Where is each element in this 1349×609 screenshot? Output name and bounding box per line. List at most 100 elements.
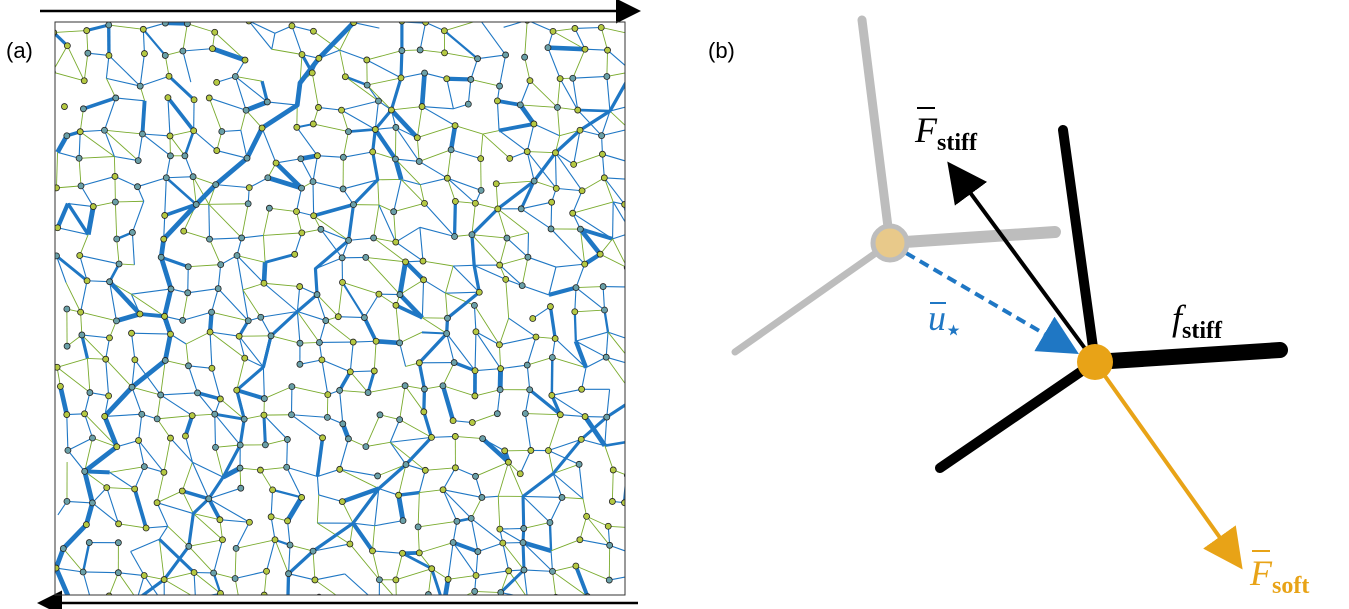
particle: [242, 106, 250, 114]
particle: [581, 45, 589, 53]
bond: [140, 75, 170, 87]
particle: [371, 126, 379, 133]
bond: [522, 542, 553, 572]
bond: [416, 106, 423, 138]
bond: [477, 542, 504, 553]
bond: [118, 572, 145, 577]
bond: [285, 496, 304, 523]
bond: [365, 414, 381, 447]
particle: [131, 356, 139, 364]
bond: [274, 539, 289, 574]
bond: [520, 208, 552, 230]
particle: [113, 317, 120, 325]
particle: [77, 308, 84, 316]
bond: [245, 109, 263, 129]
bond: [263, 235, 266, 263]
bond: [399, 419, 432, 438]
bond: [395, 126, 418, 139]
particle: [345, 435, 352, 443]
bond: [115, 97, 145, 102]
particle: [86, 389, 94, 396]
bond: [264, 252, 296, 264]
particle: [167, 152, 174, 160]
bond: [362, 316, 378, 343]
bond: [395, 158, 421, 185]
bond: [84, 413, 94, 439]
bond: [503, 22, 524, 28]
bond: [56, 366, 91, 393]
bond: [209, 331, 246, 359]
bond: [526, 365, 531, 390]
bond: [447, 177, 482, 191]
bond: [85, 206, 96, 236]
particle: [576, 126, 584, 134]
particle: [599, 283, 607, 290]
particle: [635, 437, 641, 443]
bond: [160, 360, 166, 396]
particle: [80, 77, 88, 85]
bond: [575, 565, 610, 581]
bond: [116, 238, 120, 265]
bond: [193, 513, 221, 521]
bond: [238, 336, 246, 359]
bond: [271, 33, 276, 50]
bond: [418, 520, 457, 528]
bond: [474, 590, 501, 593]
bond: [249, 22, 276, 34]
bond: [193, 572, 196, 595]
bond: [240, 110, 247, 131]
bond: [480, 22, 507, 56]
particle: [192, 201, 200, 208]
bond: [497, 496, 501, 530]
particle: [76, 128, 84, 136]
bond: [104, 129, 143, 135]
bond: [419, 227, 424, 262]
particle: [464, 100, 472, 108]
bond: [291, 414, 323, 439]
bond: [399, 279, 424, 295]
bond: [366, 59, 402, 79]
particle: [546, 519, 554, 526]
bond: [55, 255, 67, 283]
bond: [134, 466, 145, 490]
particle: [83, 27, 91, 34]
bond: [87, 280, 110, 283]
particle: [547, 225, 555, 233]
particle: [451, 433, 459, 440]
particle: [283, 463, 291, 471]
particle: [63, 497, 71, 505]
particle: [393, 596, 399, 602]
particle: [208, 364, 216, 372]
bond: [260, 466, 287, 471]
bond: [372, 525, 376, 551]
particle: [336, 387, 344, 394]
particle: [413, 134, 421, 142]
particle: [78, 331, 86, 339]
bond: [316, 494, 320, 524]
bond: [170, 437, 193, 463]
particle: [374, 472, 382, 480]
bond: [80, 280, 88, 313]
particle: [416, 46, 424, 54]
bond: [187, 23, 215, 33]
bond: [443, 29, 479, 60]
particle: [547, 303, 554, 310]
particle: [631, 551, 637, 557]
bond: [142, 29, 146, 54]
bond: [188, 545, 214, 574]
particle: [399, 517, 407, 525]
particle: [257, 466, 264, 474]
bond: [548, 306, 557, 339]
bond: [373, 204, 380, 238]
bond: [213, 539, 224, 574]
particle: [604, 46, 611, 54]
particle: [75, 154, 83, 162]
bond: [317, 155, 344, 158]
particle: [443, 330, 451, 337]
displacement-arrow: [904, 251, 1079, 355]
bond: [424, 72, 447, 80]
particle: [497, 365, 504, 373]
particle: [419, 257, 427, 265]
bond: [421, 106, 456, 127]
particle: [210, 569, 218, 577]
